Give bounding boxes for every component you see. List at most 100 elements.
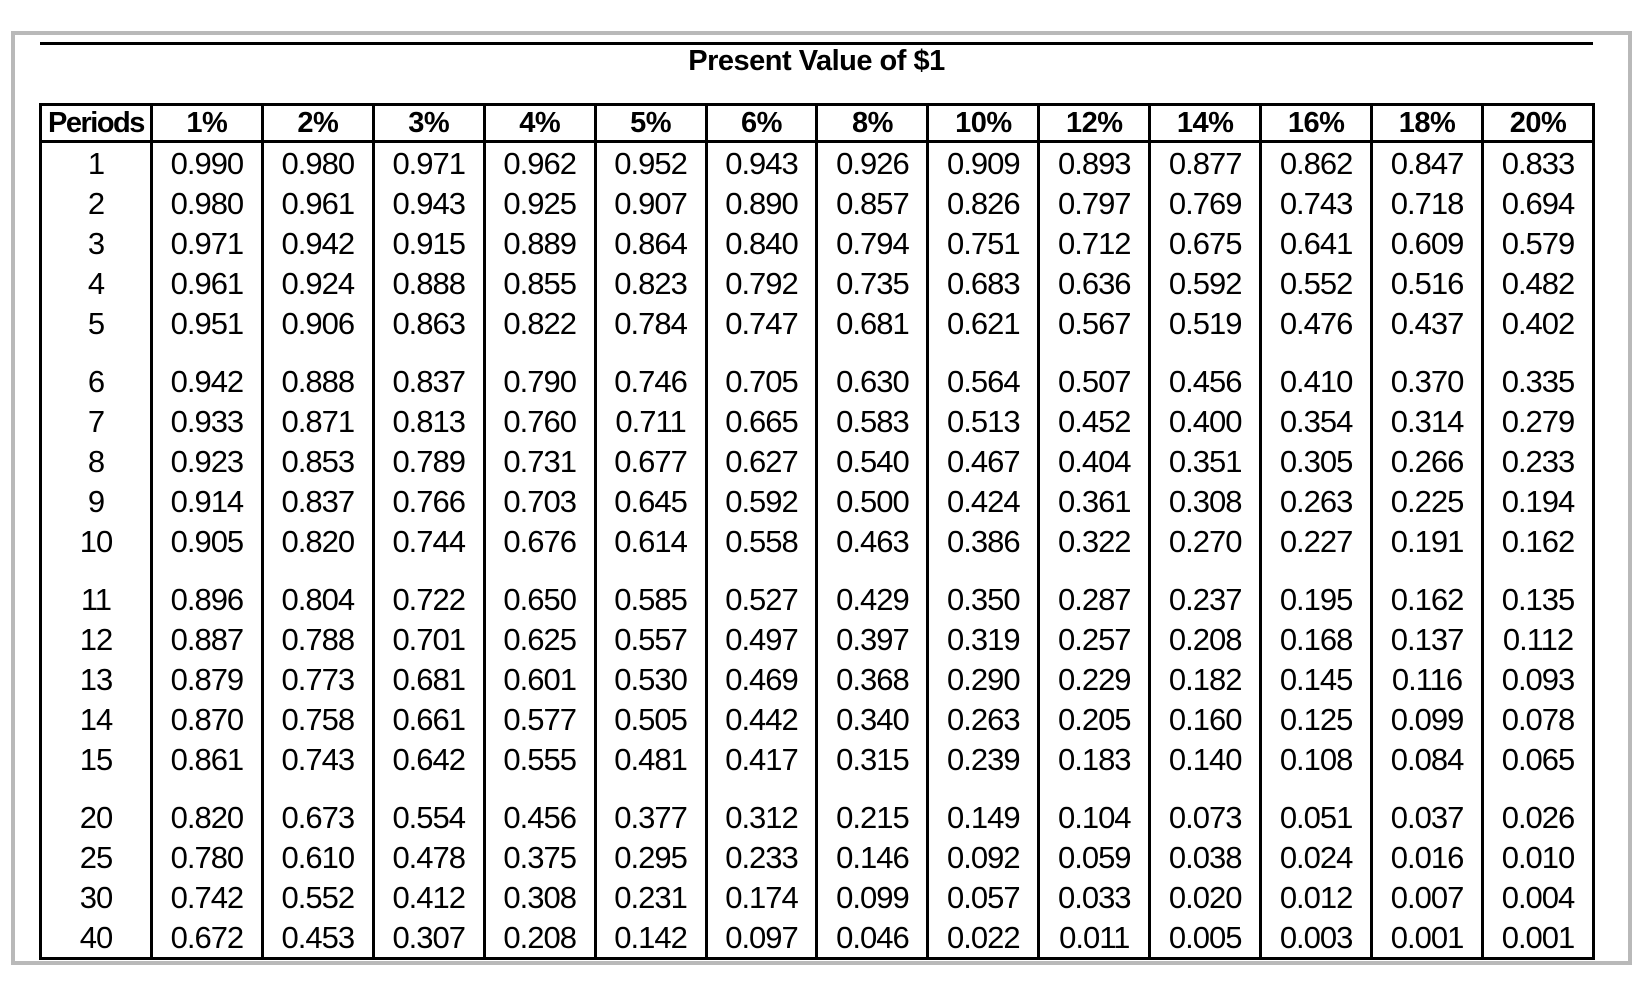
column-header-rate: 12% xyxy=(1037,103,1152,143)
value-cell: 0.675 xyxy=(1148,223,1263,263)
group-spacer-row xyxy=(39,561,1596,579)
value-cell: 0.463 xyxy=(815,521,930,561)
value-cell: 0.552 xyxy=(1259,263,1374,303)
value-cell: 0.712 xyxy=(1037,223,1152,263)
value-cell: 0.270 xyxy=(1148,521,1263,561)
column-header-rate: 20% xyxy=(1480,103,1596,143)
value-cell: 0.971 xyxy=(371,141,486,183)
group-spacer-cell xyxy=(39,561,153,579)
group-spacer-cell xyxy=(815,343,930,361)
group-spacer-cell xyxy=(149,343,264,361)
value-cell: 0.703 xyxy=(482,481,597,521)
value-cell: 0.453 xyxy=(260,917,375,959)
value-cell: 0.174 xyxy=(704,877,819,917)
value-cell: 0.961 xyxy=(260,183,375,223)
value-cell: 0.004 xyxy=(1480,877,1596,917)
value-cell: 0.215 xyxy=(815,797,930,837)
value-cell: 0.780 xyxy=(149,837,264,877)
value-cell: 0.592 xyxy=(704,481,819,521)
value-cell: 0.417 xyxy=(704,739,819,779)
value-cell: 0.951 xyxy=(149,303,264,343)
period-cell: 2 xyxy=(39,183,153,223)
group-spacer-cell xyxy=(1148,343,1263,361)
value-cell: 0.962 xyxy=(482,141,597,183)
value-cell: 0.183 xyxy=(1037,739,1152,779)
value-cell: 0.681 xyxy=(371,659,486,699)
value-cell: 0.879 xyxy=(149,659,264,699)
value-cell: 0.683 xyxy=(926,263,1041,303)
value-cell: 0.609 xyxy=(1370,223,1484,263)
value-cell: 0.853 xyxy=(260,441,375,481)
value-cell: 0.527 xyxy=(704,579,819,619)
value-cell: 0.073 xyxy=(1148,797,1263,837)
column-header-rate: 10% xyxy=(926,103,1041,143)
value-cell: 0.033 xyxy=(1037,877,1152,917)
value-cell: 0.794 xyxy=(815,223,930,263)
value-cell: 0.037 xyxy=(1370,797,1484,837)
group-spacer-cell xyxy=(260,561,375,579)
table-row: 11 0.896 0.804 0.722 0.650 0.585 0.527 0.429 0.3… xyxy=(39,579,1596,619)
column-header-rate: 2% xyxy=(260,103,375,143)
group-spacer-cell xyxy=(1370,343,1484,361)
value-cell: 0.673 xyxy=(260,797,375,837)
value-cell: 0.636 xyxy=(1037,263,1152,303)
value-cell: 0.350 xyxy=(926,579,1041,619)
group-spacer-cell xyxy=(1480,343,1596,361)
value-cell: 0.855 xyxy=(482,263,597,303)
value-cell: 0.743 xyxy=(260,739,375,779)
value-cell: 0.257 xyxy=(1037,619,1152,659)
value-cell: 0.108 xyxy=(1259,739,1374,779)
value-cell: 0.340 xyxy=(815,699,930,739)
value-cell: 0.168 xyxy=(1259,619,1374,659)
value-cell: 0.146 xyxy=(815,837,930,877)
value-cell: 0.820 xyxy=(149,797,264,837)
value-cell: 0.237 xyxy=(1148,579,1263,619)
group-spacer-cell xyxy=(371,779,486,797)
group-spacer-cell xyxy=(1037,343,1152,361)
period-cell: 8 xyxy=(39,441,153,481)
period-cell: 30 xyxy=(39,877,153,917)
value-cell: 0.915 xyxy=(371,223,486,263)
value-cell: 0.980 xyxy=(260,141,375,183)
value-cell: 0.924 xyxy=(260,263,375,303)
value-cell: 0.820 xyxy=(260,521,375,561)
period-cell: 13 xyxy=(39,659,153,699)
value-cell: 0.456 xyxy=(482,797,597,837)
value-cell: 0.001 xyxy=(1370,917,1484,959)
column-header-periods: Periods xyxy=(39,103,153,143)
value-cell: 0.412 xyxy=(371,877,486,917)
value-cell: 0.837 xyxy=(260,481,375,521)
value-cell: 0.790 xyxy=(482,361,597,401)
value-cell: 0.319 xyxy=(926,619,1041,659)
group-spacer-cell xyxy=(371,561,486,579)
table-row: 10 0.905 0.820 0.744 0.676 0.614 0.558 0.463 0.3… xyxy=(39,521,1596,561)
value-cell: 0.020 xyxy=(1148,877,1263,917)
group-spacer-cell xyxy=(593,343,708,361)
value-cell: 0.476 xyxy=(1259,303,1374,343)
value-cell: 0.610 xyxy=(260,837,375,877)
value-cell: 0.630 xyxy=(815,361,930,401)
value-cell: 0.705 xyxy=(704,361,819,401)
value-cell: 0.038 xyxy=(1148,837,1263,877)
group-spacer-row xyxy=(39,779,1596,797)
value-cell: 0.335 xyxy=(1480,361,1596,401)
value-cell: 0.813 xyxy=(371,401,486,441)
value-cell: 0.149 xyxy=(926,797,1041,837)
column-header-rate: 4% xyxy=(482,103,597,143)
value-cell: 0.746 xyxy=(593,361,708,401)
value-cell: 0.003 xyxy=(1259,917,1374,959)
value-cell: 0.971 xyxy=(149,223,264,263)
value-cell: 0.051 xyxy=(1259,797,1374,837)
value-cell: 0.747 xyxy=(704,303,819,343)
value-cell: 0.142 xyxy=(593,917,708,959)
value-cell: 0.641 xyxy=(1259,223,1374,263)
group-spacer-cell xyxy=(260,343,375,361)
value-cell: 0.583 xyxy=(815,401,930,441)
value-cell: 0.097 xyxy=(704,917,819,959)
value-cell: 0.672 xyxy=(149,917,264,959)
table-row: 13 0.879 0.773 0.681 0.601 0.530 0.469 0.368 0.2… xyxy=(39,659,1596,699)
value-cell: 0.497 xyxy=(704,619,819,659)
group-spacer-cell xyxy=(1370,561,1484,579)
column-header-rate: 5% xyxy=(593,103,708,143)
value-cell: 0.554 xyxy=(371,797,486,837)
